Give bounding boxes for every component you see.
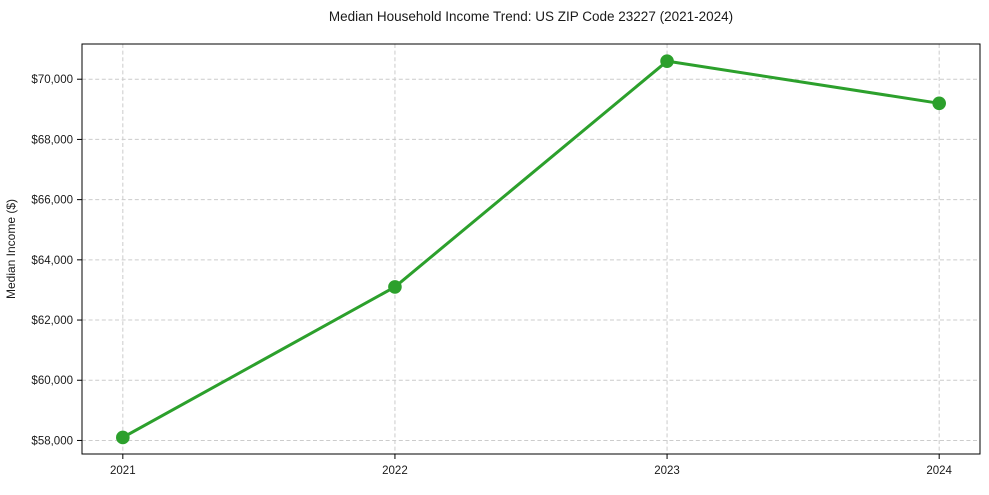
y-axis-label: Median Income ($)	[4, 199, 18, 299]
y-tick-label: $60,000	[31, 375, 73, 387]
y-tick-label: $62,000	[31, 315, 73, 327]
data-point-2021	[116, 430, 130, 445]
plot-border	[81, 43, 981, 455]
data-point-2022	[388, 280, 402, 294]
y-tick-label: $70,000	[31, 74, 73, 86]
data-point-2023	[660, 54, 674, 68]
y-tick-label: $66,000	[31, 195, 73, 207]
x-tick-label: 2023	[654, 465, 680, 477]
y-tick-label: $58,000	[31, 435, 73, 447]
chart-title: Median Household Income Trend: US ZIP Co…	[329, 9, 733, 24]
series-layer	[116, 54, 946, 445]
x-tick-label: 2024	[926, 465, 952, 477]
axis-layer: $58,000 $60,000 $62,000 $64,000 $66,000 $68,0…	[31, 43, 981, 477]
trend-line	[121, 59, 941, 439]
y-tick-label: $68,000	[31, 134, 73, 146]
x-tick-label: 2022	[382, 465, 408, 477]
grid-layer	[82, 44, 980, 454]
y-tick-label: $64,000	[31, 255, 73, 267]
data-point-2024	[932, 96, 946, 111]
x-tick-label: 2021	[110, 465, 136, 477]
